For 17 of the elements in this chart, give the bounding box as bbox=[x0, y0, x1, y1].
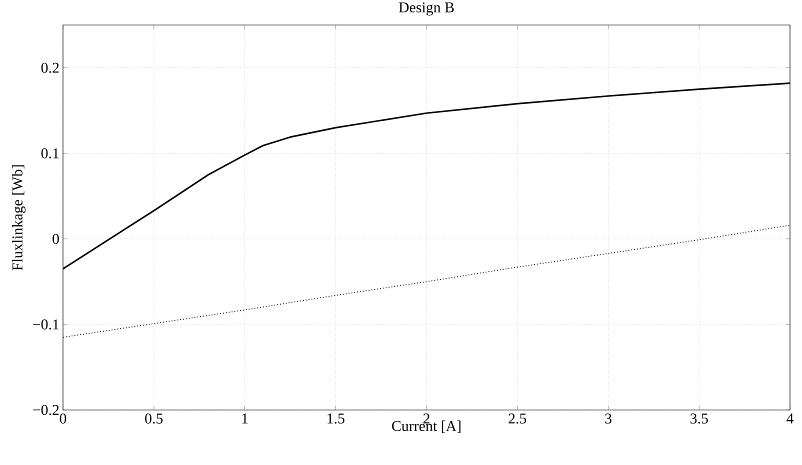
y-tick-label: 0.1 bbox=[41, 148, 59, 158]
x-tick-label: 3.5 bbox=[690, 414, 708, 424]
y-tick-label: −0.1 bbox=[33, 319, 59, 330]
chart-title: Design B bbox=[398, 2, 454, 16]
x-tick-label: 1 bbox=[242, 414, 248, 424]
x-tick-label: 2 bbox=[423, 414, 430, 424]
y-axis-title: Fluxlinkage [Wb] bbox=[12, 165, 26, 270]
x-tick-label: 3 bbox=[605, 414, 612, 424]
x-axis-title: Current [A] bbox=[392, 420, 460, 433]
x-tick-label: 0.5 bbox=[145, 414, 163, 424]
y-tick-label: 0.2 bbox=[41, 62, 59, 73]
x-tick-label: 1.5 bbox=[328, 414, 344, 424]
x-tick-label: 4 bbox=[786, 414, 794, 424]
y-tick-label: −0.2 bbox=[33, 404, 59, 416]
x-tick-label: 2.5 bbox=[508, 414, 526, 424]
x-tick-label: 0 bbox=[60, 414, 66, 424]
y-tick-label: 0 bbox=[52, 234, 59, 244]
